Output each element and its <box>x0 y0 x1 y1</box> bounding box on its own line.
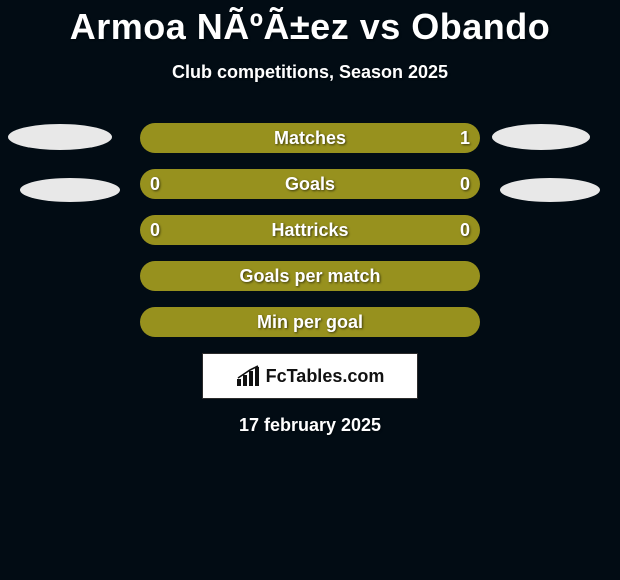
stat-row-goals: Goals 0 0 <box>0 169 620 199</box>
logo-text: FcTables.com <box>266 366 385 387</box>
stat-bar: Goals per match <box>140 261 480 291</box>
stat-row-hattricks: Hattricks 0 0 <box>0 215 620 245</box>
stat-row-min-per-goal: Min per goal <box>0 307 620 337</box>
stat-label: Min per goal <box>257 312 363 333</box>
stat-value-right: 0 <box>460 169 470 199</box>
stat-bar: Matches <box>140 123 480 153</box>
logo: FcTables.com <box>236 365 385 387</box>
page-subtitle: Club competitions, Season 2025 <box>0 62 620 83</box>
stat-value-left: 0 <box>150 169 160 199</box>
stat-label: Hattricks <box>271 220 348 241</box>
bars-icon <box>236 365 262 387</box>
stat-label: Matches <box>274 128 346 149</box>
stat-value-right: 1 <box>460 123 470 153</box>
stat-row-goals-per-match: Goals per match <box>0 261 620 291</box>
date-label: 17 february 2025 <box>0 415 620 436</box>
stat-row-matches: Matches 1 <box>0 123 620 153</box>
stat-label: Goals per match <box>239 266 380 287</box>
stat-label: Goals <box>285 174 335 195</box>
page-title: Armoa NÃºÃ±ez vs Obando <box>0 0 620 48</box>
stat-rows: Matches 1 Goals 0 0 Hattricks 0 0 Goals … <box>0 123 620 337</box>
stat-value-left: 0 <box>150 215 160 245</box>
stat-bar: Goals <box>140 169 480 199</box>
stat-bar: Hattricks <box>140 215 480 245</box>
stat-value-right: 0 <box>460 215 470 245</box>
logo-box: FcTables.com <box>202 353 418 399</box>
stat-bar: Min per goal <box>140 307 480 337</box>
